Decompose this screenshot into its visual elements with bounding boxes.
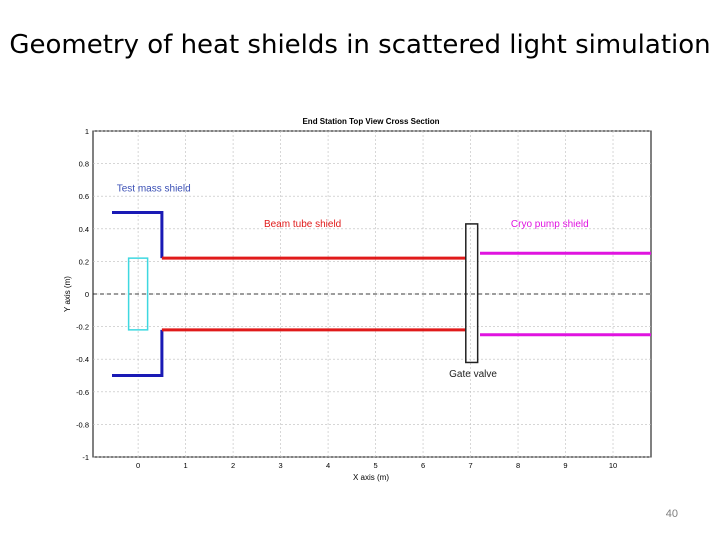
y-axis-label: Y axis (m) <box>63 276 72 312</box>
x-tick-label: 0 <box>136 461 140 470</box>
gate-valve-label: Gate valve <box>449 369 497 380</box>
test-mass-box <box>127 257 149 331</box>
x-tick-label: 6 <box>421 461 425 470</box>
annotations-group: Test mass shield Beam tube shield Cryo pum… <box>117 183 589 380</box>
slide-title: Geometry of heat shields in scattered li… <box>9 30 711 60</box>
page-number: 40 <box>665 508 678 520</box>
x-tick-label: 5 <box>373 461 377 470</box>
chart: 0 1 2 3 4 5 6 7 8 9 10 -1 -0.8 -0.6 -0.4 -0.2 0 0.2 0.4 0.6… <box>63 117 652 482</box>
boxes-group <box>127 223 479 364</box>
x-tick-label: 9 <box>563 461 567 470</box>
ticks: 0 1 2 3 4 5 6 7 8 9 10 -1 -0.8 -0.6 -0.4 -0.2 0 0.2 0.4 0.6… <box>76 127 617 470</box>
series-group <box>112 211 651 377</box>
y-tick-label: 0.8 <box>79 160 89 169</box>
cryo-pump-shield-label: Cryo pump shield <box>511 219 589 230</box>
x-tick-label: 1 <box>184 461 188 470</box>
y-tick-label: -1 <box>82 453 89 462</box>
y-tick-label: 1 <box>85 127 89 136</box>
y-tick-label: -0.4 <box>76 355 89 364</box>
y-tick-label: -0.6 <box>76 388 89 397</box>
y-tick-label: 0 <box>85 290 89 299</box>
gate-valve-box <box>465 223 479 364</box>
x-tick-label: 10 <box>609 461 617 470</box>
plot-area <box>92 130 652 458</box>
y-tick-label: -0.8 <box>76 420 89 429</box>
x-tick-label: 8 <box>516 461 520 470</box>
grid <box>93 130 651 458</box>
x-tick-label: 3 <box>278 461 282 470</box>
test-mass-shield-line <box>112 329 164 377</box>
x-axis-label: X axis (m) <box>353 473 389 482</box>
y-tick-label: 0.4 <box>79 225 89 234</box>
test-mass-shield-line <box>112 211 164 259</box>
beam-tube-shield-label: Beam tube shield <box>264 219 341 230</box>
x-tick-label: 4 <box>326 461 330 470</box>
x-tick-label: 2 <box>231 461 235 470</box>
test-mass-shield-label: Test mass shield <box>117 183 191 194</box>
x-tick-label: 7 <box>468 461 472 470</box>
y-tick-label: -0.2 <box>76 323 89 332</box>
y-tick-label: 0.6 <box>79 192 89 201</box>
y-tick-label: 0.2 <box>79 257 89 266</box>
chart-title: End Station Top View Cross Section <box>302 117 439 126</box>
